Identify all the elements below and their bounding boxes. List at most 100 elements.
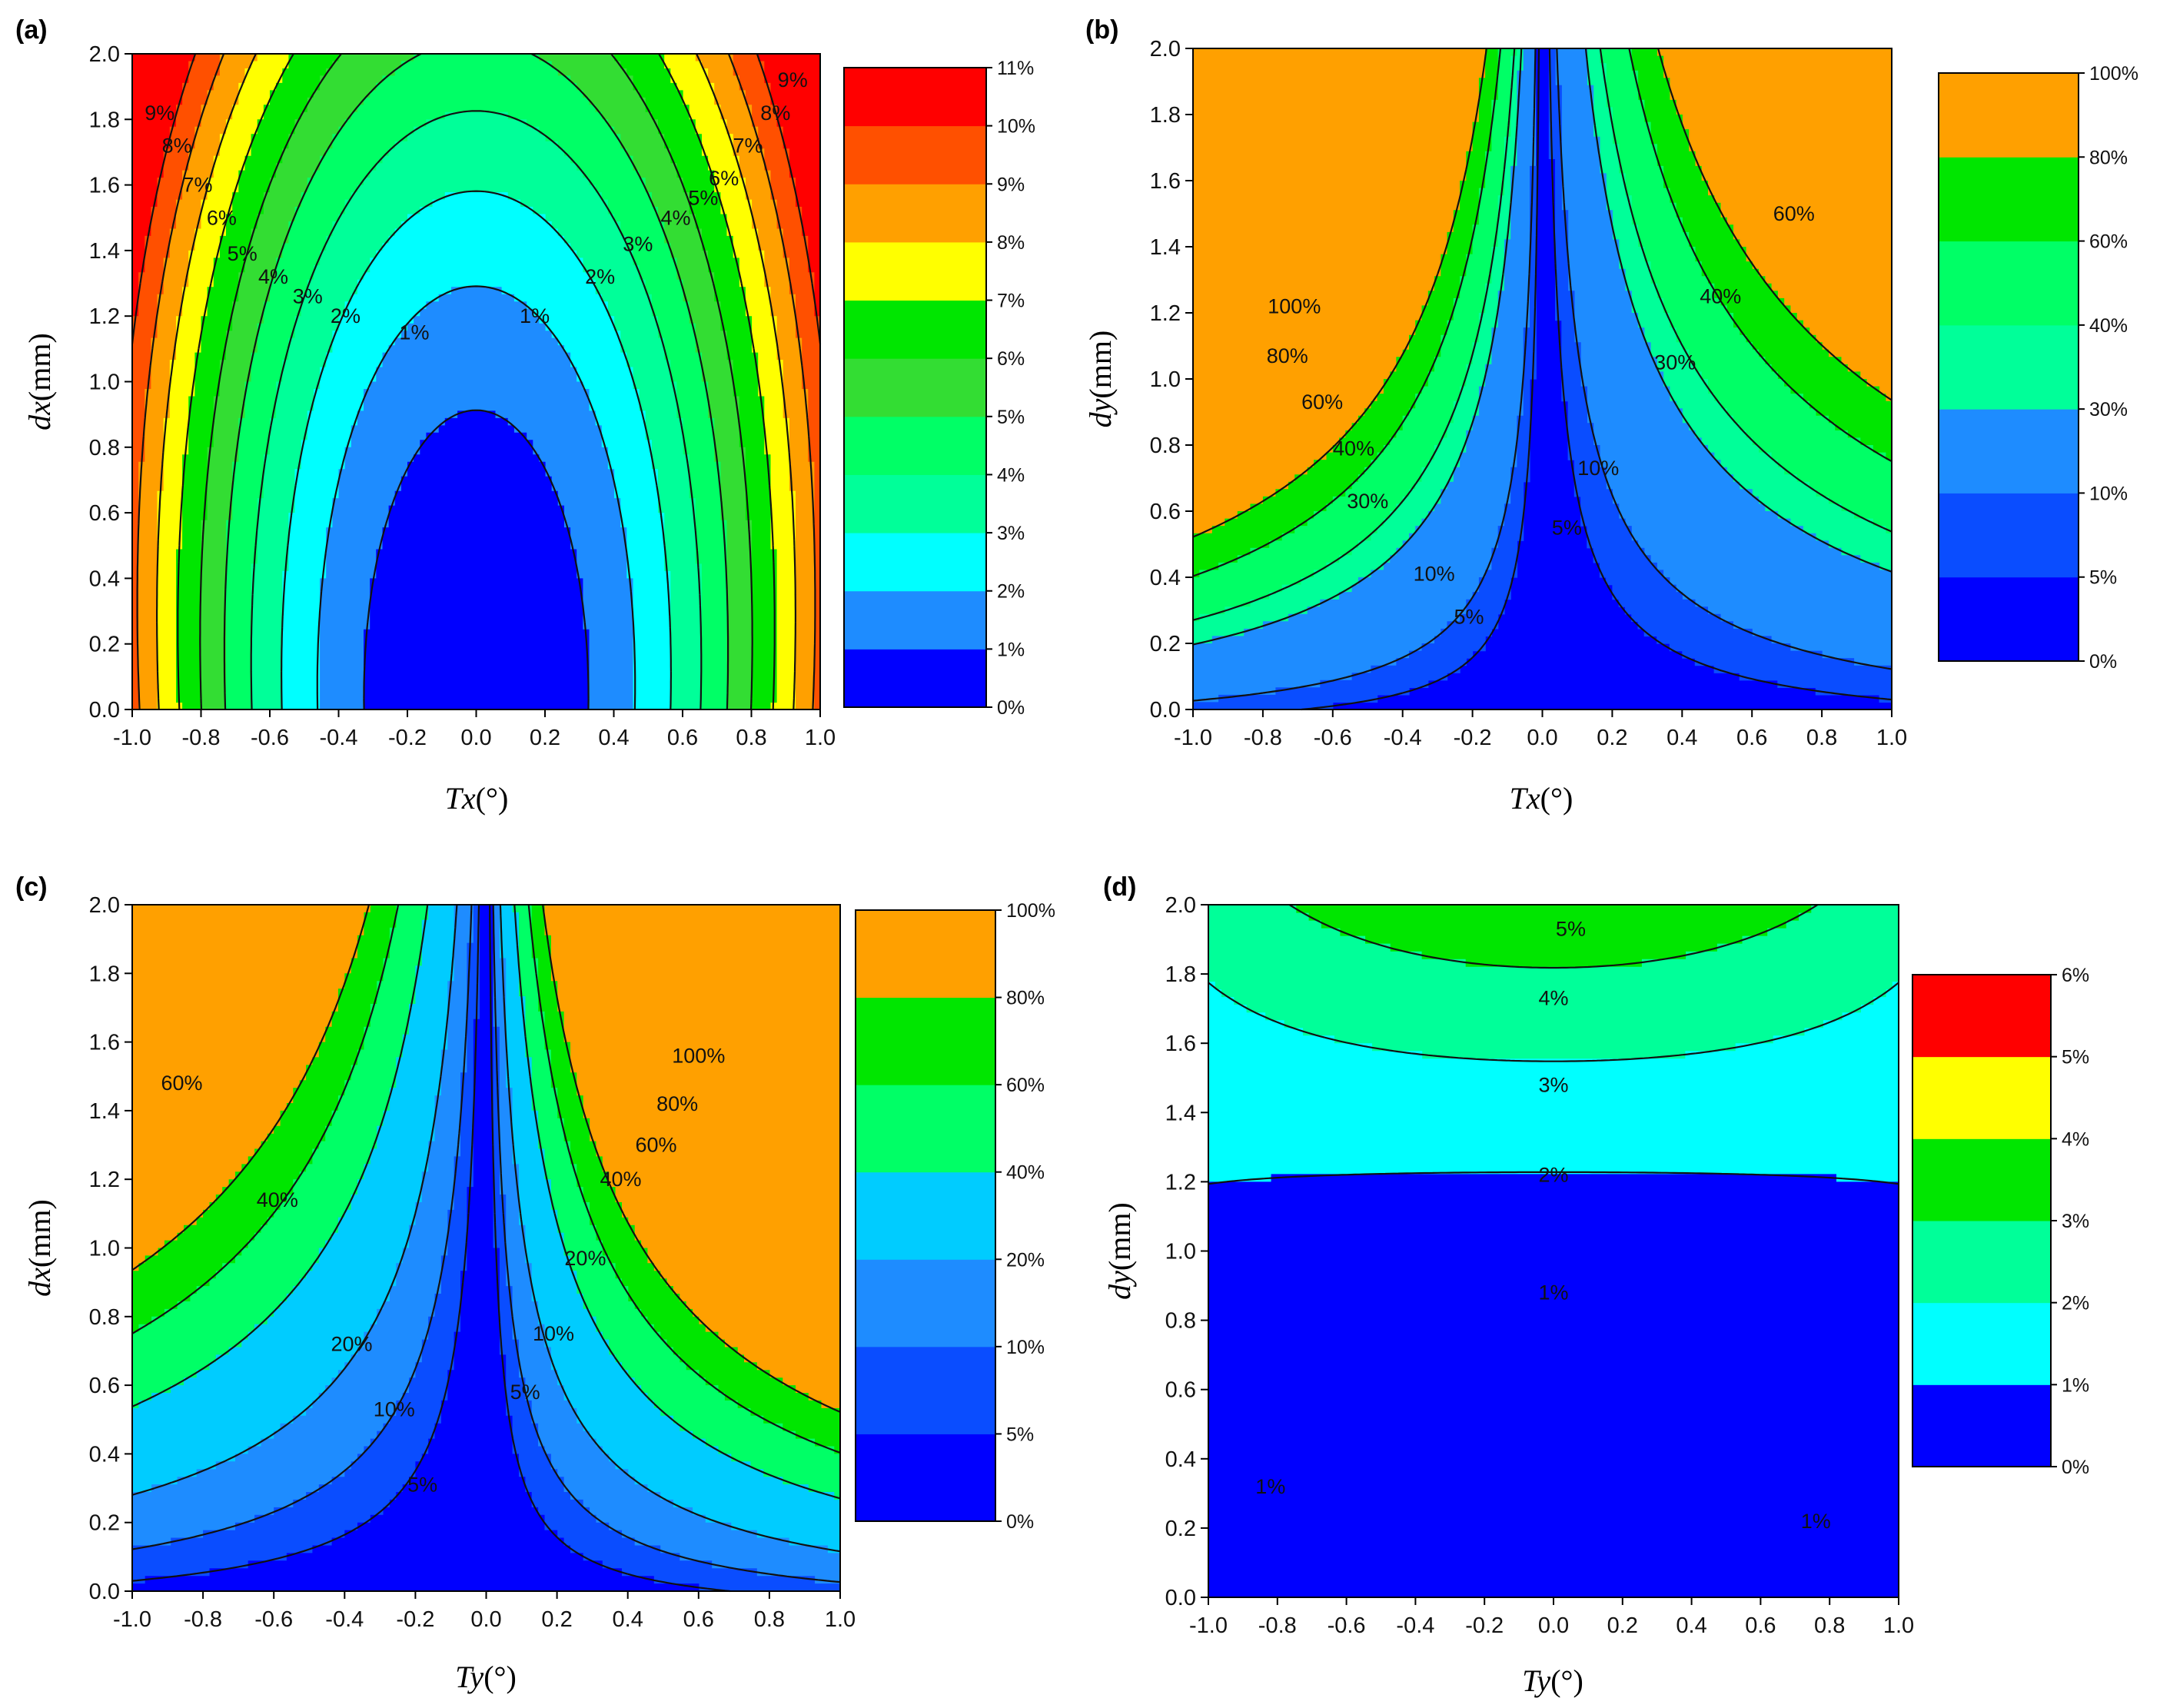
x-tick-label: -0.8 — [184, 1607, 222, 1632]
colorbar-swatch — [856, 910, 995, 999]
contour-band — [320, 287, 633, 710]
colorbar-label: 2% — [997, 581, 1025, 603]
y-tick-label: 0.2 — [89, 633, 120, 657]
contour-label: 10% — [533, 1322, 574, 1345]
y-tick-label: 2.0 — [89, 42, 120, 67]
y-tick-label: 0.4 — [1150, 566, 1181, 590]
panel-b: 5% 5% 10% 10% 30% 30% 40% 40% 60% 60% 80% 100% -1.0 -… — [1083, 15, 2138, 816]
x-axis-unit: (°) — [476, 781, 509, 816]
colorbar-swatch — [1912, 1138, 2051, 1221]
y-tick-label: 0.4 — [89, 1442, 120, 1467]
contour-line — [363, 409, 590, 710]
colorbar-label: 5% — [2062, 1047, 2089, 1068]
y-tick-label: 1.8 — [89, 108, 120, 132]
contour-line — [1208, 982, 1899, 1062]
x-tick-label: -0.4 — [325, 1607, 364, 1632]
x-tick-label: 0.4 — [613, 1607, 643, 1632]
colorbar-label: 6% — [997, 348, 1025, 370]
x-tick-label: -0.4 — [1384, 726, 1422, 750]
contour-line — [131, 904, 841, 1583]
panel-label: (c) — [15, 872, 48, 902]
contour-label: 2% — [585, 265, 615, 288]
x-tick-label: 0.2 — [541, 1607, 572, 1632]
y-axis-unit: (mm) — [22, 1199, 57, 1268]
y-axis-unit: (mm) — [1102, 1202, 1137, 1271]
colorbar-swatch — [1939, 409, 2079, 493]
x-tick-label: 1.0 — [805, 726, 836, 750]
contour-label: 7% — [183, 174, 213, 197]
y-axis-var: dx — [22, 1268, 57, 1297]
y-tick-label: 1.4 — [1150, 235, 1181, 260]
colorbar-label: 1% — [2062, 1374, 2089, 1396]
contour-band — [138, 54, 815, 710]
contour-fill-a — [132, 54, 821, 710]
contour-line — [1192, 48, 1892, 538]
contour-label: 20% — [331, 1333, 372, 1356]
x-axis-var: Tx — [445, 781, 476, 816]
y-axis-var: dx — [22, 401, 57, 430]
contour-band — [1208, 982, 1899, 1182]
y-tick-label: 0.6 — [1165, 1378, 1196, 1403]
contour-line — [156, 53, 796, 710]
x-tick-label: 0.6 — [667, 726, 698, 750]
colorbar-label: 0% — [2062, 1457, 2089, 1478]
y-tick-label: 0.0 — [1150, 698, 1181, 723]
contour-band — [132, 905, 841, 1454]
contour-line — [1208, 1171, 1899, 1185]
contour-label: 6% — [207, 206, 237, 229]
x-axis-unit: (°) — [1540, 781, 1573, 816]
x-tick-label: 0.2 — [1607, 1613, 1638, 1638]
x-tick-label: -0.6 — [1328, 1613, 1366, 1638]
y-tick-label: 1.2 — [89, 1168, 120, 1192]
x-tick-label: -0.8 — [1244, 726, 1282, 750]
colorbar-label: 0% — [1006, 1511, 1034, 1533]
y-axis-unit: (mm) — [22, 333, 57, 401]
colorbar-swatch — [844, 358, 986, 417]
contour-band — [251, 111, 703, 710]
colorbar-label: 8% — [997, 232, 1025, 254]
x-tick-label: 0.0 — [470, 1607, 501, 1632]
x-tick-label: -0.6 — [254, 1607, 293, 1632]
colorbar-swatch — [844, 416, 986, 475]
contour-line — [1192, 48, 1892, 646]
x-tick-label: 0.2 — [1597, 726, 1627, 750]
contour-label: 5% — [1556, 918, 1586, 941]
contour-label: 5% — [1454, 606, 1484, 629]
y-tick-label: 1.4 — [1165, 1101, 1196, 1125]
contour-label: 4% — [1538, 987, 1568, 1010]
contour-fill-d — [1208, 905, 1899, 1598]
contour-label: 6% — [709, 167, 739, 190]
y-tick-label: 1.2 — [89, 304, 120, 329]
y-axis-label: dy(mm) — [1102, 1202, 1137, 1300]
y-tick-label: 1.6 — [89, 1031, 120, 1055]
x-tick-label: -0.4 — [1396, 1613, 1434, 1638]
y-tick-label: 1.0 — [1150, 367, 1181, 392]
contour-line — [1192, 48, 1892, 702]
colorbar-swatch — [856, 997, 995, 1085]
contour-label: 40% — [257, 1188, 298, 1211]
contour-line — [177, 53, 776, 710]
x-tick-label: 0.0 — [460, 726, 491, 750]
contour-label: 30% — [1654, 351, 1696, 374]
x-tick-label: 1.0 — [1883, 1613, 1914, 1638]
x-tick-label: -0.2 — [1454, 726, 1492, 750]
colorbar-label: 100% — [2089, 63, 2138, 85]
contour-label: 10% — [1414, 563, 1455, 586]
y-tick-label: 0.0 — [89, 1580, 120, 1604]
colorbar-swatch — [1912, 1056, 2051, 1139]
contour-label: 60% — [636, 1134, 677, 1157]
colorbar-label: 10% — [2089, 483, 2128, 504]
colorbar-label: 10% — [997, 116, 1035, 138]
y-tick-label: 0.6 — [89, 1374, 120, 1398]
contour-line — [281, 190, 672, 710]
colorbar-swatch — [844, 184, 986, 243]
colorbar-swatch — [1912, 975, 2051, 1058]
x-tick-label: 1.0 — [1876, 726, 1907, 750]
contour-lines-c — [131, 904, 841, 1593]
colorbar-frame — [855, 909, 996, 1522]
contour-band — [132, 905, 841, 1409]
contour-lines-d — [1208, 904, 1899, 1185]
contour-label: 1% — [399, 321, 429, 344]
x-tick-label: -0.6 — [251, 726, 289, 750]
colorbar-label: 7% — [997, 291, 1025, 312]
